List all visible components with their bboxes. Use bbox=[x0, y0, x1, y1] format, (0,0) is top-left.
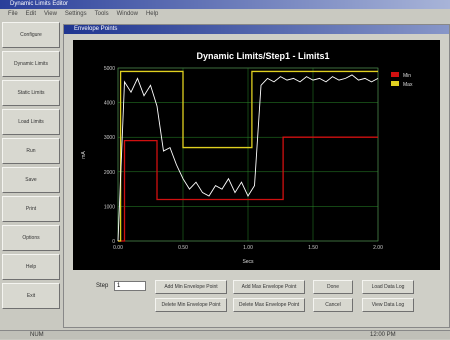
x-tick-label: 1.50 bbox=[308, 245, 318, 251]
control-button[interactable]: Cancel bbox=[313, 298, 353, 312]
legend-swatch bbox=[391, 81, 399, 86]
menu-item[interactable]: Help bbox=[145, 11, 159, 17]
control-button[interactable]: Delete Max Envelope Point bbox=[233, 298, 305, 312]
legend-swatch bbox=[391, 72, 399, 77]
legend-label: Min bbox=[403, 73, 411, 79]
step-select[interactable]: 1 bbox=[114, 281, 146, 291]
x-tick-label: 1.00 bbox=[243, 245, 253, 251]
menu-item[interactable]: Settings bbox=[64, 11, 87, 17]
x-tick-label: 2.00 bbox=[373, 245, 383, 251]
sidebar-button[interactable]: Configure bbox=[2, 22, 60, 48]
y-tick-label: 2000 bbox=[104, 170, 115, 176]
sidebar-button[interactable]: Load Limits bbox=[2, 109, 60, 135]
control-button[interactable]: Done bbox=[313, 280, 353, 294]
x-axis-label: Secs bbox=[242, 259, 254, 265]
status-right: 12:00 PM bbox=[370, 332, 396, 338]
sidebar-button[interactable]: Run bbox=[2, 138, 60, 164]
y-tick-label: 5000 bbox=[104, 66, 115, 72]
sidebar-button[interactable]: Print bbox=[2, 196, 60, 222]
x-tick-label: 0.50 bbox=[178, 245, 188, 251]
child-title: Envelope Points bbox=[74, 26, 118, 32]
menu-item[interactable]: Window bbox=[116, 11, 138, 17]
control-button[interactable]: Load Data Log bbox=[362, 280, 414, 294]
step-label: Step bbox=[96, 283, 109, 289]
window-title: Dynamic Limits Editor bbox=[10, 1, 69, 7]
menu-item[interactable]: Tools bbox=[94, 11, 109, 17]
series-line bbox=[117, 74, 379, 242]
sidebar: Configure Dynamic Limits Static Limits Load… bbox=[2, 22, 62, 322]
y-tick-label: 4000 bbox=[104, 101, 115, 107]
control-button[interactable]: Delete Min Envelope Point bbox=[155, 298, 227, 312]
x-tick-label: 0.00 bbox=[113, 245, 123, 251]
status-bar: NUM 12:00 PM bbox=[0, 330, 450, 339]
legend-label: Max bbox=[403, 82, 413, 88]
series-line bbox=[118, 70, 378, 242]
control-button[interactable]: Add Max Envelope Point bbox=[233, 280, 305, 294]
sidebar-button[interactable]: Help bbox=[2, 254, 60, 280]
sidebar-button[interactable]: Options bbox=[2, 225, 60, 251]
y-tick-label: 3000 bbox=[104, 135, 115, 141]
child-title-bar: Envelope Points bbox=[64, 25, 449, 34]
menu-item[interactable]: View bbox=[44, 11, 57, 17]
y-axis-label: mA bbox=[81, 151, 87, 159]
title-bar: Dynamic Limits Editor bbox=[0, 0, 450, 9]
chart-title: Dynamic Limits/Step1 - Limits1 bbox=[196, 51, 329, 61]
control-button[interactable]: Add Min Envelope Point bbox=[155, 280, 227, 294]
sidebar-button[interactable]: Exit bbox=[2, 283, 60, 309]
y-tick-label: 0 bbox=[112, 239, 115, 245]
series-line bbox=[118, 136, 378, 242]
menu-item[interactable]: Edit bbox=[25, 11, 37, 17]
sidebar-button[interactable]: Save bbox=[2, 167, 60, 193]
control-button[interactable]: View Data Log bbox=[362, 298, 414, 312]
sidebar-button[interactable]: Static Limits bbox=[2, 80, 60, 106]
menu-bar: File Edit View Settings Tools Window Help bbox=[0, 10, 450, 19]
chart: Dynamic Limits/Step1 - Limits1 Secs mA 0… bbox=[73, 40, 440, 270]
menu-item[interactable]: File bbox=[8, 11, 18, 17]
status-left: NUM bbox=[30, 332, 44, 338]
y-tick-label: 1000 bbox=[104, 204, 115, 210]
sidebar-button[interactable]: Dynamic Limits bbox=[2, 51, 60, 77]
